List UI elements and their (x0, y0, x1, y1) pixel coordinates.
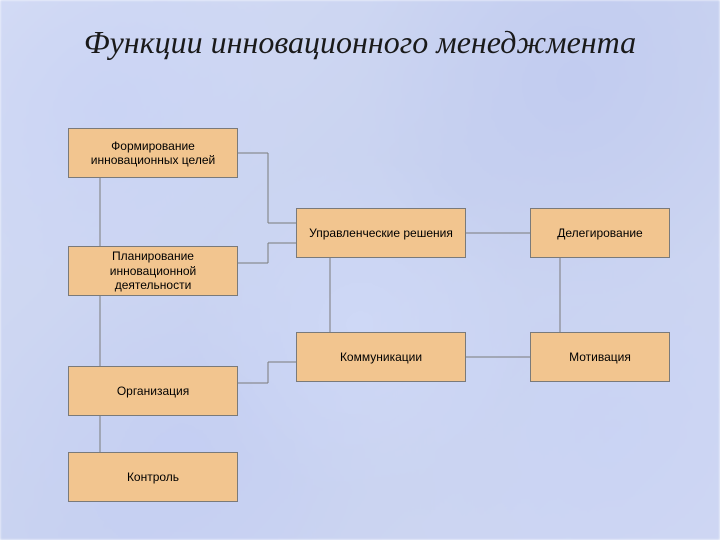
flowchart-node: Организация (68, 366, 238, 416)
flowchart-node: Управленческие решения (296, 208, 466, 258)
flowchart-node: Формирование инновационных целей (68, 128, 238, 178)
page-title: Функции инновационного менеджмента (0, 24, 720, 61)
flowchart-node: Коммуникации (296, 332, 466, 382)
flowchart-node: Делегирование (530, 208, 670, 258)
flowchart-node: Планирование инновационной деятельности (68, 246, 238, 296)
flowchart-node: Контроль (68, 452, 238, 502)
flowchart-node: Мотивация (530, 332, 670, 382)
